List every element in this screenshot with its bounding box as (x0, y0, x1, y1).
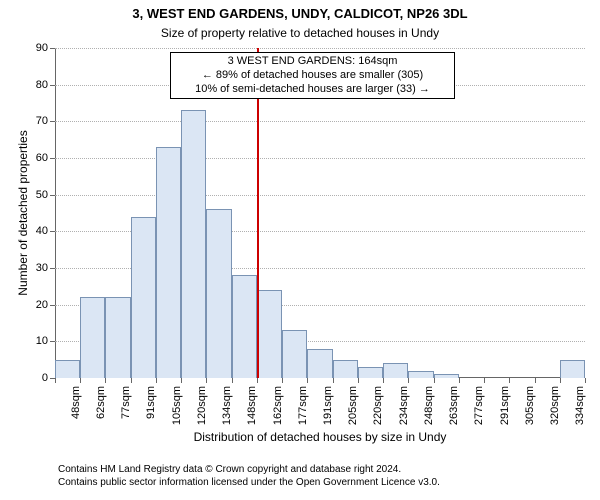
histogram-bar (181, 110, 206, 378)
ytick-label: 90 (23, 42, 48, 54)
chart-title-sub: Size of property relative to detached ho… (0, 26, 600, 40)
xtick-label: 305sqm (524, 386, 536, 436)
histogram-bar (206, 209, 231, 378)
xtick-mark (55, 378, 56, 383)
ytick-mark (50, 268, 55, 269)
ytick-mark (50, 231, 55, 232)
annotation-line: 3 WEST END GARDENS: 164sqm (175, 55, 450, 69)
ytick-label: 50 (23, 189, 48, 201)
y-axis-label: Number of detached properties (16, 113, 30, 313)
histogram-bar (55, 360, 80, 378)
xtick-mark (484, 378, 485, 383)
histogram-bar (131, 217, 156, 378)
annotation-line: ← 89% of detached houses are smaller (30… (175, 69, 450, 83)
xtick-mark (585, 378, 586, 383)
ytick-label: 70 (23, 115, 48, 127)
ytick-mark (50, 341, 55, 342)
ytick-mark (50, 48, 55, 49)
xtick-label: 220sqm (372, 386, 384, 436)
ytick-label: 80 (23, 79, 48, 91)
xtick-label: 62sqm (95, 386, 107, 436)
annotation-box: 3 WEST END GARDENS: 164sqm← 89% of detac… (170, 52, 455, 99)
histogram-bar (408, 371, 433, 378)
ytick-mark (50, 121, 55, 122)
xtick-mark (333, 378, 334, 383)
ytick-label: 0 (23, 372, 48, 384)
annotation-line: 10% of semi-detached houses are larger (… (175, 83, 450, 97)
xtick-label: 177sqm (297, 386, 309, 436)
xtick-label: 91sqm (145, 386, 157, 436)
xtick-mark (80, 378, 81, 383)
gridline (55, 195, 585, 196)
ytick-label: 60 (23, 152, 48, 164)
plot-area: 010203040506070809048sqm62sqm77sqm91sqm1… (55, 48, 585, 378)
xtick-label: 162sqm (272, 386, 284, 436)
ytick-mark (50, 195, 55, 196)
ytick-label: 10 (23, 335, 48, 347)
ytick-mark (50, 158, 55, 159)
histogram-bar (156, 147, 181, 378)
histogram-bar (80, 297, 105, 378)
xtick-mark (181, 378, 182, 383)
xtick-label: 191sqm (322, 386, 334, 436)
histogram-bar (383, 363, 408, 378)
footer-attribution: Contains HM Land Registry data © Crown c… (58, 464, 440, 489)
histogram-bar (307, 349, 332, 378)
histogram-bar (358, 367, 383, 378)
footer-line: Contains public sector information licen… (58, 477, 440, 490)
ytick-mark (50, 85, 55, 86)
xtick-mark (509, 378, 510, 383)
xtick-label: 48sqm (70, 386, 82, 436)
xtick-mark (408, 378, 409, 383)
xtick-label: 148sqm (246, 386, 258, 436)
xtick-label: 277sqm (473, 386, 485, 436)
ytick-label: 40 (23, 225, 48, 237)
xtick-mark (282, 378, 283, 383)
histogram-bar (333, 360, 358, 378)
xtick-mark (459, 378, 460, 383)
ytick-mark (50, 305, 55, 306)
xtick-label: 291sqm (499, 386, 511, 436)
xtick-label: 105sqm (171, 386, 183, 436)
histogram-bar (560, 360, 585, 378)
xtick-mark (257, 378, 258, 383)
xtick-label: 334sqm (574, 386, 586, 436)
xtick-label: 263sqm (448, 386, 460, 436)
xtick-mark (232, 378, 233, 383)
xtick-mark (358, 378, 359, 383)
xtick-label: 234sqm (398, 386, 410, 436)
xtick-label: 205sqm (347, 386, 359, 436)
ytick-label: 20 (23, 299, 48, 311)
footer-line: Contains HM Land Registry data © Crown c… (58, 464, 440, 477)
chart-title-main: 3, WEST END GARDENS, UNDY, CALDICOT, NP2… (0, 6, 600, 21)
xtick-mark (560, 378, 561, 383)
histogram-bar (434, 374, 459, 378)
xtick-mark (434, 378, 435, 383)
histogram-bar (232, 275, 257, 378)
histogram-bar (282, 330, 307, 378)
xtick-mark (206, 378, 207, 383)
gridline (55, 48, 585, 49)
xtick-mark (105, 378, 106, 383)
xtick-mark (156, 378, 157, 383)
y-axis-line (55, 48, 56, 378)
histogram-bar (105, 297, 130, 378)
gridline (55, 158, 585, 159)
histogram-bar (257, 290, 282, 378)
xtick-label: 134sqm (221, 386, 233, 436)
xtick-mark (383, 378, 384, 383)
x-axis-label: Distribution of detached houses by size … (55, 430, 585, 444)
chart-container: 3, WEST END GARDENS, UNDY, CALDICOT, NP2… (0, 0, 600, 500)
ytick-label: 30 (23, 262, 48, 274)
xtick-label: 77sqm (120, 386, 132, 436)
gridline (55, 121, 585, 122)
xtick-label: 320sqm (549, 386, 561, 436)
xtick-mark (535, 378, 536, 383)
xtick-label: 120sqm (196, 386, 208, 436)
xtick-mark (131, 378, 132, 383)
xtick-mark (307, 378, 308, 383)
xtick-label: 248sqm (423, 386, 435, 436)
